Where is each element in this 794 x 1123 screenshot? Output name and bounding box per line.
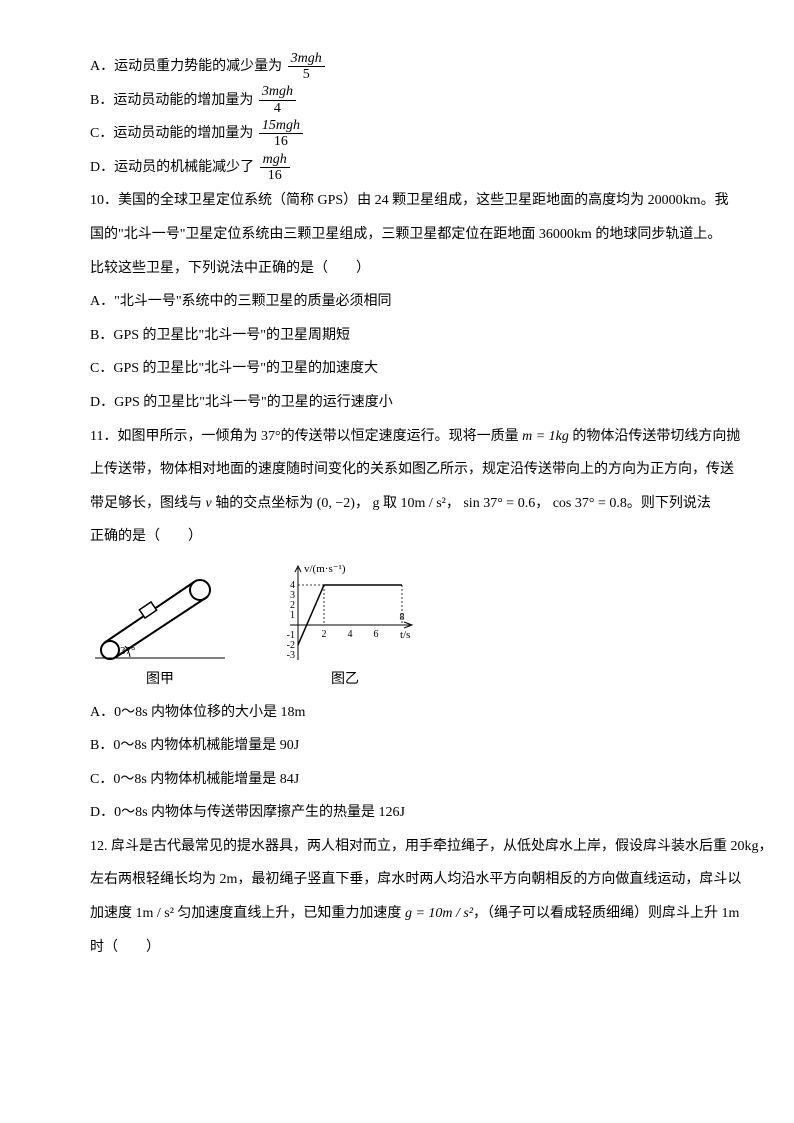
fig1-caption: 图甲 xyxy=(90,670,230,690)
q11-stem-4: 正确的是（ ） xyxy=(90,520,704,554)
q10-stem-3: 比较这些卫星，下列说法中正确的是（ ） xyxy=(90,252,704,286)
q10-opt-b: B．GPS 的卫星比"北斗一号"的卫星周期短 xyxy=(90,319,704,353)
q11-stem-1: 11．如图甲所示，一倾角为 37°的传送带以恒定速度运行。现将一质量 m = 1… xyxy=(90,420,704,454)
q11-figs: 37° 图甲 v/(m·s⁻¹) t/s 4 3 2 1 -1 -2 -3 2 xyxy=(90,560,704,690)
q10-stem-2: 国的"北斗一号"卫星定位系统由三颗卫星组成，三颗卫星都定位在距地面 36000k… xyxy=(90,218,704,252)
q9-opt-c: C．运动员动能的增加量为 15mgh 16 xyxy=(90,117,704,151)
q10-opt-c: C．GPS 的卫星比"北斗一号"的卫星的加速度大 xyxy=(90,352,704,386)
q9-c-frac: 15mgh 16 xyxy=(259,118,303,150)
angle-label: 37° xyxy=(120,645,135,657)
x-axis-label: t/s xyxy=(400,629,410,641)
q11-stem-3: 带足够长，图线与 v 轴的交点坐标为 (0, −2)， g 取 10m / s²… xyxy=(90,487,704,521)
q11-opt-b: B．0～8s 内物体机械能增量是 90J xyxy=(90,729,704,763)
q9-a-prefix: A．运动员重力势能的减少量为 xyxy=(90,59,282,74)
q12-l4: 时（ ） xyxy=(90,931,704,965)
svg-text:-3: -3 xyxy=(287,650,295,661)
q11-stem-2: 上传送带，物体相对地面的速度随时间变化的关系如图乙所示，规定沿传送带向上的方向为… xyxy=(90,453,704,487)
q11-opt-a: A．0～8s 内物体位移的大小是 18m xyxy=(90,696,704,730)
q12-l2: 左右两根轻绳长均为 2m，最初绳子竖直下垂，戽水时两人均沿水平方向朝相反的方向做… xyxy=(90,863,704,897)
svg-text:6: 6 xyxy=(374,629,379,640)
q9-c-prefix: C．运动员动能的增加量为 xyxy=(90,126,253,141)
q10-opt-d: D．GPS 的卫星比"北斗一号"的卫星的运行速度小 xyxy=(90,386,704,420)
q11-opt-c: C．0～8s 内物体机械能增量是 84J xyxy=(90,763,704,797)
q11-fig1: 37° 图甲 xyxy=(90,570,230,690)
q12-l1: 12. 戽斗是古代最常见的提水器具，两人相对而立，用手牵拉绳子，从低处戽水上岸，… xyxy=(90,830,704,864)
svg-text:2: 2 xyxy=(322,629,327,640)
q9-opt-a: A．运动员重力势能的减少量为 3mgh 5 xyxy=(90,50,704,84)
q9-opt-d: D．运动员的机械能减少了 mgh 16 xyxy=(90,151,704,185)
y-axis-label: v/(m·s⁻¹) xyxy=(304,563,346,575)
svg-text:4: 4 xyxy=(348,629,353,640)
q9-d-frac: mgh 16 xyxy=(260,152,290,184)
q10-stem-1: 10．美国的全球卫星定位系统（简称 GPS）由 24 颗卫星组成，这些卫星距地面… xyxy=(90,184,704,218)
q9-b-frac: 3mgh 4 xyxy=(259,84,296,116)
q9-b-prefix: B．运动员动能的增加量为 xyxy=(90,93,253,108)
q9-opt-b: B．运动员动能的增加量为 3mgh 4 xyxy=(90,84,704,118)
fig2-caption: 图乙 xyxy=(270,670,420,690)
svg-text:1: 1 xyxy=(290,610,295,621)
q11-opt-d: D．0～8s 内物体与传送带因摩擦产生的热量是 126J xyxy=(90,796,704,830)
q12-l3: 加速度 1m / s² 匀加速度直线上升，已知重力加速度 g = 10m / s… xyxy=(90,897,704,931)
q9-a-frac: 3mgh 5 xyxy=(288,51,325,83)
q11-fig2: v/(m·s⁻¹) t/s 4 3 2 1 -1 -2 -3 2 4 6 8 xyxy=(270,560,420,690)
q10-opt-a: A．"北斗一号"系统中的三颗卫星的质量必须相同 xyxy=(90,285,704,319)
q9-d-prefix: D．运动员的机械能减少了 xyxy=(90,160,254,175)
